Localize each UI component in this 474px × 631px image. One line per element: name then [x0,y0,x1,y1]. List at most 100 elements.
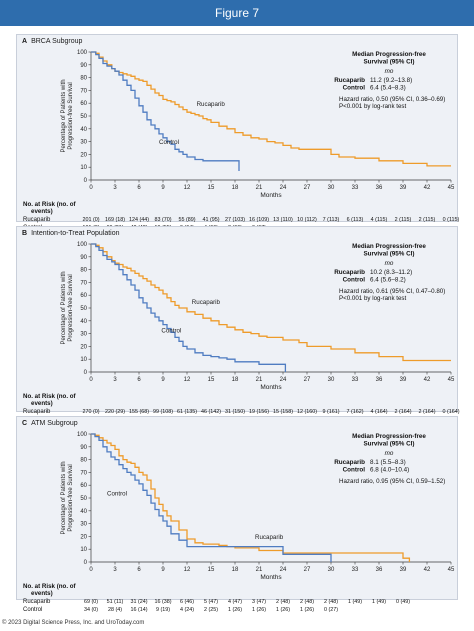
legend-value-rucaparib: 10.2 (8.3–11.2) [370,269,412,276]
x-tick-label: 42 [424,185,431,191]
risk-cell: 41 (95) [202,217,219,223]
risk-cell: 7 (113) [323,217,340,223]
risk-row-name-control: Control [23,607,42,613]
curve-label-control: Control [161,327,181,334]
risk-row-name-rucaparib: Rucaparib [23,599,51,605]
p-value: P<0.001 by log-rank test [339,103,407,110]
risk-cell: 9 (161) [322,409,339,415]
risk-cell: 4 (24) [180,607,194,613]
risk-cell: 0 (164) [442,409,459,415]
legend-value-rucaparib: 11.2 (9.2–13.8) [370,77,412,84]
x-tick-label: 36 [376,567,383,573]
curve-label-rucaparib: Rucaparib [255,534,284,541]
risk-row-name-rucaparib: Rucaparib [23,409,51,415]
risk-cell: 10 (112) [297,217,317,223]
risk-cell: 16 (14) [130,607,147,613]
y-tick-label: 20 [80,534,87,540]
legend-title-line1: Median Progression-free [352,51,426,58]
panel-c: C ATM Subgroup 0 10 20 30 40 50 60 70 80 90 100 0 3 6 9… [16,416,458,613]
x-tick-label: 15 [208,567,215,573]
legend-name-rucaparib: Rucaparib [334,269,365,276]
x-tick-label: 30 [328,377,335,383]
risk-cell: 16 (38) [154,599,171,605]
legend-value-control: 6.4 (5.4–8.3) [370,85,406,92]
x-tick-label: 15 [208,377,215,383]
y-tick-label: 0 [84,178,88,184]
risk-cell: 2 (48) [276,599,290,605]
x-tick-label: 18 [232,567,239,573]
legend-unit: mo [385,68,394,75]
x-tick-label: 39 [400,185,407,191]
risk-cell: 1 (26) [228,607,242,613]
y-tick-label: 50 [80,496,87,502]
risk-cell: 2 (115) [395,217,412,223]
risk-cell: 13 (110) [273,217,293,223]
x-tick-label: 24 [280,185,287,191]
risk-header-line1: No. at Risk (no. of [23,393,77,400]
x-tick-label: 30 [328,185,335,191]
x-tick-label: 45 [448,185,455,191]
panel-b-label: B [22,230,28,237]
legend-title-line2: Survival (95% CI) [363,441,414,448]
legend-value-rucaparib: 8.1 (5.5–8.3) [370,459,406,466]
y-tick-label: 80 [80,268,87,274]
risk-cell: 124 (44) [129,217,149,223]
x-axis-label: Months [260,192,282,199]
risk-cell: 2 (115) [419,217,436,223]
x-tick-label: 0 [89,185,93,191]
y-tick-label: 70 [80,88,87,94]
risk-cell: 1 (26) [300,607,314,613]
risk-cell: 0 (27) [324,607,338,613]
hazard-ratio: Hazard ratio, 0.61 (95% CI, 0.47–0.80) [339,288,445,295]
risk-cell: 31 (150) [225,409,245,415]
y-tick-label: 60 [80,483,87,489]
x-tick-label: 27 [304,377,311,383]
x-tick-label: 36 [376,377,383,383]
curve-label-control: Control [107,490,127,497]
x-tick-label: 18 [232,377,239,383]
y-tick-label: 0 [84,560,88,566]
risk-cell: 0 (49) [396,599,410,605]
y-tick-label: 100 [77,242,88,248]
risk-cell: 27 (103) [225,217,245,223]
risk-cell: 1 (49) [348,599,362,605]
x-axis-label: Months [260,574,282,581]
legend-title-line2: Survival (95% CI) [363,59,414,66]
legend-title-line2: Survival (95% CI) [363,251,414,258]
risk-cell: 220 (29) [105,409,125,415]
y-tick-label: 90 [80,445,87,451]
risk-cell: 2 (164) [418,409,435,415]
risk-row-name-rucaparib: Rucaparib [23,217,51,223]
curve-label-rucaparib: Rucaparib [197,101,226,108]
y-axis-label: Percentage of Patients withProgression-f… [61,79,74,152]
legend-value-control: 6.8 (4.0–10.4) [370,467,409,474]
series-line-control [91,433,332,562]
legend-title-line1: Median Progression-free [352,433,426,440]
risk-cell: 3 (47) [252,599,266,605]
risk-cell: 6 (113) [347,217,364,223]
y-tick-label: 70 [80,470,87,476]
x-tick-label: 3 [113,567,117,573]
risk-cell: 4 (115) [371,217,388,223]
x-tick-label: 0 [89,377,93,383]
x-tick-label: 21 [256,377,263,383]
x-tick-label: 3 [113,377,117,383]
x-tick-label: 6 [137,567,141,573]
panel-a-title: A BRCA Subgroup [22,38,82,45]
x-tick-label: 12 [184,377,191,383]
x-tick-label: 9 [161,185,165,191]
risk-cell: 270 (0) [82,409,99,415]
y-tick-label: 0 [84,370,88,376]
risk-cell: 34 (0) [84,607,98,613]
panel-c-title-text: ATM Subgroup [31,420,78,427]
series-line-control [91,243,287,372]
x-tick-label: 39 [400,567,407,573]
x-tick-label: 21 [256,185,263,191]
y-tick-label: 70 [80,280,87,286]
x-axis-label: Months [260,384,282,391]
x-tick-label: 0 [89,567,93,573]
legend-name-control: Control [343,467,366,474]
x-tick-label: 21 [256,567,263,573]
